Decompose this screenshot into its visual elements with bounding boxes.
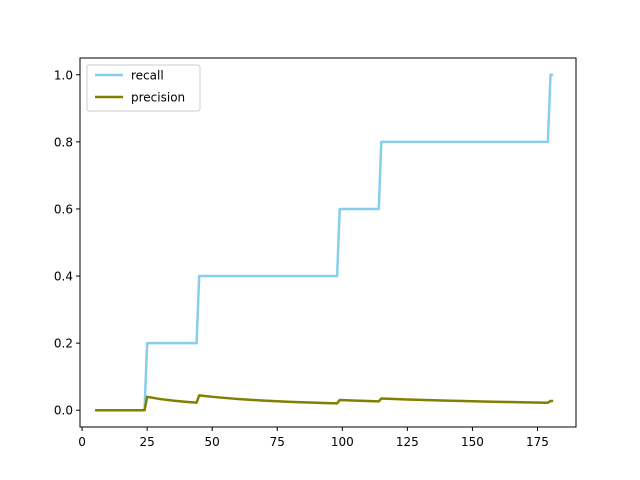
plot-frame [79, 57, 577, 428]
x-tick-label-25: 25 [139, 435, 154, 449]
y-tick-label-1: 1.0 [54, 68, 73, 82]
legend-label-precision: precision [131, 91, 185, 105]
x-tick-label-150: 150 [461, 435, 484, 449]
x-tick-label-50: 50 [205, 435, 220, 449]
x-tick-label-175: 175 [526, 435, 549, 449]
legend: recall precision [86, 64, 201, 112]
series-line-precision [95, 394, 554, 412]
y-tick-label-0.4: 0.4 [54, 270, 73, 284]
x-axis: 0 25 50 75 100 125 150 175 [78, 427, 549, 449]
y-axis: 0.0 0.2 0.4 0.6 0.8 1.0 [54, 68, 80, 418]
x-tick-label-0: 0 [78, 435, 86, 449]
y-tick-label-0.2: 0.2 [54, 337, 73, 351]
x-tick-label-75: 75 [270, 435, 285, 449]
legend-label-recall: recall [131, 69, 164, 83]
legend-box [86, 64, 201, 112]
x-tick-label-125: 125 [396, 435, 419, 449]
series-layer [95, 73, 554, 412]
x-tick-label-100: 100 [331, 435, 354, 449]
series-line-recall [95, 73, 554, 412]
y-tick-label-0.8: 0.8 [54, 135, 73, 149]
y-tick-label-0: 0.0 [54, 404, 73, 418]
y-tick-label-0.6: 0.6 [54, 202, 73, 216]
